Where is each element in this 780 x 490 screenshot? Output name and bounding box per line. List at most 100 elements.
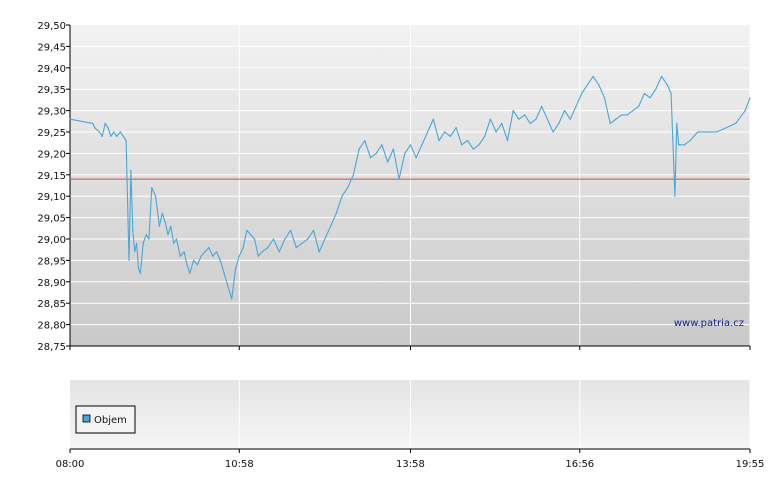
- y-tick-label: 28,95: [37, 256, 66, 267]
- x-tick-label: 19:55: [736, 459, 765, 470]
- series-point: [501, 122, 503, 124]
- y-tick-label: 29,05: [37, 214, 66, 225]
- y-tick-label: 29,10: [37, 192, 66, 203]
- x-tick-label: 10:58: [225, 459, 254, 470]
- series-point: [706, 131, 708, 133]
- y-tick-label: 28,90: [37, 278, 66, 289]
- series-point: [113, 131, 115, 133]
- series-point: [489, 118, 491, 120]
- series-point: [649, 97, 651, 99]
- series-point: [94, 127, 96, 129]
- series-point: [155, 195, 157, 197]
- volume-legend: Objem: [75, 405, 136, 434]
- series-point: [524, 114, 526, 116]
- series-point: [69, 118, 71, 120]
- series-point: [101, 135, 103, 137]
- series-point: [92, 122, 94, 124]
- series-point: [158, 225, 160, 227]
- series-point: [227, 285, 229, 287]
- series-point: [219, 259, 221, 261]
- series-point: [330, 225, 332, 227]
- series-point: [134, 251, 136, 253]
- series-point: [324, 238, 326, 240]
- series-point: [697, 131, 699, 133]
- series-point: [626, 114, 628, 116]
- series-point: [335, 212, 337, 214]
- series-point: [478, 144, 480, 146]
- series-point: [581, 92, 583, 95]
- series-point: [484, 135, 486, 137]
- series-point: [592, 75, 594, 77]
- series-point: [683, 144, 686, 146]
- series-point: [347, 187, 349, 189]
- series-point: [284, 238, 286, 240]
- series-point: [680, 144, 682, 146]
- y-tick-label: 29,40: [37, 64, 66, 75]
- series-point: [164, 221, 166, 223]
- series-point: [563, 110, 566, 112]
- legend-label: Objem: [94, 415, 127, 426]
- series-point: [290, 229, 292, 231]
- x-tick-label: 16:56: [565, 459, 594, 470]
- series-point: [432, 118, 434, 120]
- series-point: [661, 75, 663, 77]
- series-point: [725, 127, 727, 129]
- y-tick-label: 28,85: [37, 299, 66, 310]
- price-series: [69, 75, 751, 300]
- series-line: [69, 75, 751, 300]
- series-point: [369, 157, 372, 159]
- series-point: [392, 148, 394, 150]
- x-tick-label: 13:58: [396, 459, 425, 470]
- series-point: [421, 144, 423, 146]
- series-point: [569, 118, 571, 120]
- series-point: [643, 92, 646, 95]
- series-point: [449, 135, 451, 137]
- series-point: [689, 140, 691, 142]
- series-point: [735, 122, 737, 124]
- series-point: [461, 144, 463, 146]
- series-point: [295, 247, 297, 249]
- y-tick-label: 29,35: [37, 85, 66, 96]
- series-point: [638, 105, 640, 107]
- series-point: [189, 272, 191, 274]
- series-point: [173, 242, 175, 244]
- series-point: [183, 251, 185, 253]
- series-point: [575, 105, 577, 107]
- series-point: [552, 131, 554, 133]
- series-point: [119, 131, 121, 133]
- series-point: [375, 152, 377, 154]
- series-point: [267, 247, 269, 249]
- series-point: [398, 178, 400, 180]
- series-point: [204, 251, 206, 253]
- series-point: [98, 131, 101, 133]
- series-point: [161, 212, 163, 214]
- series-point: [250, 234, 252, 236]
- series-point: [318, 251, 320, 253]
- series-point: [242, 247, 244, 249]
- series-point: [409, 144, 412, 146]
- series-point: [200, 255, 202, 257]
- series-point: [301, 242, 303, 244]
- series-point: [136, 242, 138, 244]
- series-point: [352, 174, 354, 176]
- series-point: [558, 122, 560, 124]
- series-point: [212, 255, 214, 257]
- series-point: [495, 131, 497, 133]
- y-tick-label: 29,00: [37, 235, 66, 246]
- series-point: [415, 157, 417, 159]
- watermark: www.patria.cz: [674, 318, 744, 329]
- series-point: [341, 195, 343, 197]
- series-point: [170, 225, 172, 227]
- series-point: [466, 140, 469, 142]
- series-point: [609, 122, 611, 124]
- series-point: [632, 110, 634, 112]
- series-point: [234, 268, 237, 270]
- series-point: [179, 255, 181, 257]
- series-point: [358, 148, 360, 150]
- series-point: [744, 110, 746, 112]
- series-point: [512, 110, 514, 112]
- y-tick-label: 28,75: [37, 342, 66, 353]
- y-axis-tick-labels: 29,50 29,45 29,40 29,35 29,30 29,25 29,20 29,15…: [37, 21, 66, 353]
